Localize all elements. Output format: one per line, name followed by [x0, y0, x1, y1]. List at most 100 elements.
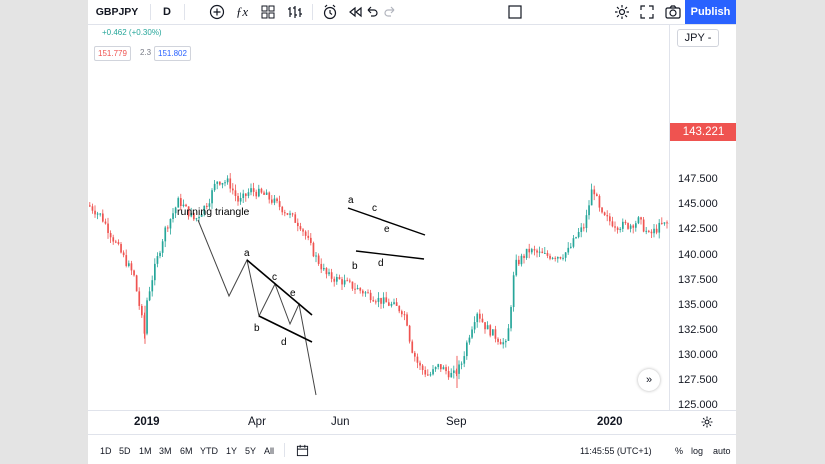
go-to-date-button[interactable]	[296, 444, 309, 462]
replay-icon	[349, 6, 362, 18]
candle-body	[208, 203, 211, 207]
clock-timezone[interactable]: 11:45:55 (UTC+1)	[580, 446, 652, 456]
redo-icon	[384, 6, 395, 17]
fullscreen-icon	[640, 5, 654, 19]
layout-button[interactable]	[506, 3, 524, 21]
currency-button[interactable]: JPY -	[677, 29, 719, 47]
candle-body	[460, 363, 463, 365]
candle-body	[99, 213, 102, 215]
time-label-apr: Apr	[248, 416, 266, 428]
candle-body	[133, 270, 135, 276]
candle-body	[135, 275, 138, 292]
candle-body	[567, 247, 570, 253]
candle-body	[479, 313, 481, 319]
candle-body	[572, 238, 575, 247]
candle-body	[310, 237, 312, 243]
candle-body	[559, 256, 562, 259]
time-axis[interactable]: 2019 Apr Jun Sep 2020	[88, 410, 736, 435]
candle-body	[143, 315, 146, 334]
candle-body	[200, 213, 203, 217]
candle-body	[385, 297, 388, 303]
templates-icon	[261, 5, 275, 19]
candle-body	[172, 213, 174, 219]
candle-body	[221, 183, 224, 185]
replay-button[interactable]	[346, 3, 364, 21]
candle-body	[161, 241, 164, 253]
publish-button[interactable]: Publish	[685, 0, 736, 24]
price-scale[interactable]: JPY - 147.500 145.000 142.500 140.000 137.50…	[669, 25, 736, 411]
candle-body	[286, 213, 289, 215]
gear-icon	[701, 416, 713, 428]
range-5d[interactable]: 5D	[119, 446, 131, 456]
candle-body	[580, 227, 583, 232]
percent-toggle[interactable]: %	[675, 446, 684, 456]
ask-price[interactable]: 151.802	[154, 46, 191, 61]
symbol-search-button[interactable]: GBPJPY	[95, 6, 139, 18]
range-3m[interactable]: 3M	[159, 446, 172, 456]
range-5y[interactable]: 5Y	[245, 446, 257, 456]
candle-body	[271, 199, 273, 203]
indicators-button[interactable]: ƒx	[233, 3, 251, 21]
candle-body	[245, 193, 247, 196]
chart-point-d: d	[378, 258, 384, 269]
candle-body	[320, 263, 323, 270]
candle-body	[107, 223, 109, 234]
undo-button[interactable]	[364, 3, 380, 21]
candle-body	[442, 367, 445, 370]
candle-body	[666, 222, 668, 224]
chart-point-c: c	[372, 203, 377, 214]
candle-body	[351, 281, 354, 289]
candle-body	[476, 313, 479, 323]
chevron-down-icon: -	[707, 32, 712, 44]
fullscreen-button[interactable]	[638, 3, 656, 21]
candle-body	[398, 305, 401, 312]
model-upper-trendline	[246, 259, 313, 316]
candle-body	[515, 259, 518, 276]
redo-button[interactable]	[382, 3, 398, 21]
current-price-label: 143.221	[670, 123, 736, 141]
log-toggle[interactable]: log	[691, 446, 704, 456]
candle-body	[541, 251, 544, 254]
candle-body	[502, 342, 505, 345]
candle-body	[466, 342, 468, 357]
candle-body	[416, 356, 419, 363]
candle-body	[622, 221, 624, 229]
candle-body	[421, 365, 424, 371]
range-all[interactable]: All	[264, 446, 275, 456]
candle-body	[606, 215, 609, 217]
snapshot-button[interactable]	[664, 3, 682, 21]
settings-button[interactable]	[613, 3, 631, 21]
range-1y[interactable]: 1Y	[226, 446, 238, 456]
range-1m[interactable]: 1M	[139, 446, 152, 456]
compare-button[interactable]	[208, 3, 226, 21]
bar-style-button[interactable]	[286, 3, 304, 21]
candle-body	[224, 182, 226, 184]
candle-body	[180, 198, 182, 207]
candle-body	[598, 196, 601, 208]
alert-button[interactable]	[321, 3, 339, 21]
candle-body	[330, 272, 333, 279]
candle-body	[185, 204, 187, 207]
candle-body	[141, 305, 143, 316]
range-1d[interactable]: 1D	[100, 446, 112, 456]
candle-body	[299, 226, 302, 230]
candle-body	[486, 325, 489, 330]
candle-body	[450, 372, 453, 378]
interval-button[interactable]: D	[163, 6, 171, 18]
candle-body	[642, 219, 645, 232]
candle-body	[213, 183, 216, 191]
price-chart[interactable]: running triangle a b c d e a b c d e	[88, 25, 669, 410]
candle-body	[151, 280, 154, 292]
axis-settings-button[interactable]	[700, 415, 714, 434]
scroll-to-realtime-button[interactable]: »	[638, 369, 660, 391]
templates-button[interactable]	[259, 3, 277, 21]
bid-price[interactable]: 151.779	[94, 46, 131, 61]
range-6m[interactable]: 6M	[180, 446, 193, 456]
range-ytd[interactable]: YTD	[200, 446, 218, 456]
candle-body	[414, 352, 416, 357]
model-point-e: e	[290, 288, 296, 299]
candle-body	[369, 292, 372, 301]
auto-toggle[interactable]: auto	[713, 446, 731, 456]
candle-body	[632, 225, 635, 228]
candle-body	[593, 189, 596, 195]
